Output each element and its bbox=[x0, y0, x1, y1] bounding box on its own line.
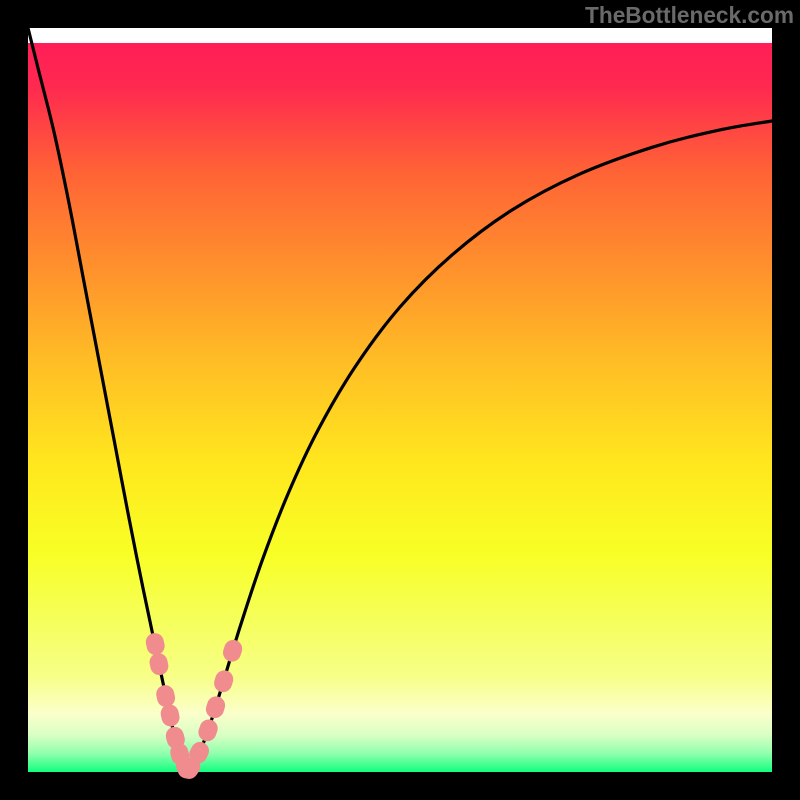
curve-marker bbox=[212, 668, 236, 694]
curve-marker bbox=[144, 631, 166, 656]
curve-marker bbox=[159, 703, 181, 728]
plot-area bbox=[28, 28, 772, 772]
curve-layer bbox=[28, 28, 772, 772]
curve-marker bbox=[148, 651, 170, 676]
bottleneck-curve-right bbox=[188, 121, 772, 772]
curve-marker bbox=[221, 638, 245, 664]
curve-marker bbox=[196, 717, 220, 744]
curve-marker bbox=[155, 683, 177, 708]
chart-frame: TheBottleneck.com bbox=[0, 0, 800, 800]
watermark-text: TheBottleneck.com bbox=[585, 2, 794, 29]
marker-group-right bbox=[177, 638, 245, 783]
curve-marker bbox=[204, 694, 228, 720]
